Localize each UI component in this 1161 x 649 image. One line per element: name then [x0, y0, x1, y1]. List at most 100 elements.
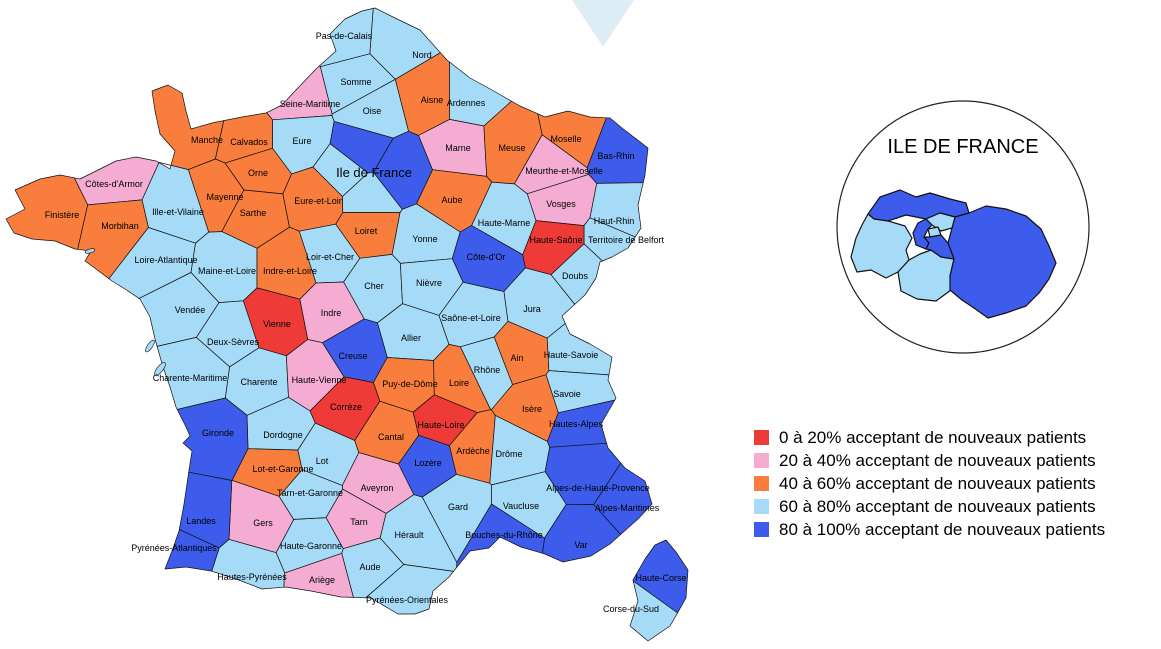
legend-item: 40 à 60% acceptant de nouveaux patients	[754, 472, 1105, 495]
watermark-triangle	[572, 0, 634, 47]
department-label-pas-de-calais: Pas-de-Calais	[316, 31, 373, 41]
department-label-moselle: Moselle	[550, 134, 581, 144]
department-label-cote-d-or: Côte-d'Or	[467, 252, 506, 262]
department-label-maine-et-loire: Maine-et-Loire	[198, 266, 256, 276]
department-label-doubs: Doubs	[562, 271, 589, 281]
legend: 0 à 20% acceptant de nouveaux patients 2…	[754, 426, 1105, 541]
department-label-aude: Aude	[359, 562, 380, 572]
department-label-alpes-maritimes: Alpes-Maritimes	[595, 503, 660, 513]
department-label-haute-savoie: Haute-Savoie	[544, 350, 599, 360]
department-moselle	[537, 110, 607, 169]
department-label-charente-maritime: Charente-Maritime	[153, 373, 228, 383]
legend-swatch-0-20	[754, 430, 769, 445]
department-label-loiret: Loiret	[355, 226, 378, 236]
inset-title: ILE DE FRANCE	[887, 136, 1038, 158]
department-label-isere: Isère	[522, 404, 542, 414]
legend-swatch-80-100	[754, 522, 769, 537]
department-label-ardeche: Ardèche	[456, 446, 490, 456]
department-label-yonne: Yonne	[412, 234, 437, 244]
department-label-alpes-de-haute-provence: Alpes-de-Haute-Provence	[546, 483, 650, 493]
department-label-aveyron: Aveyron	[361, 483, 394, 493]
inset-department-val-de-marne	[923, 234, 955, 260]
department-label-puy-de-dome: Puy-de-Dôme	[382, 379, 438, 389]
department-corse-du-sud	[629, 580, 678, 642]
department-label-haute-marne: Haute-Marne	[478, 218, 531, 228]
department-label-rhone: Rhône	[474, 365, 501, 375]
island	[154, 362, 166, 376]
department-alpes-maritimes	[593, 462, 653, 535]
department-label-ille-et-vilaine: Ille-et-Vilaine	[152, 207, 204, 217]
department-label-lot: Lot	[316, 456, 329, 466]
department-label-aube: Aube	[441, 195, 462, 205]
legend-item: 80 à 100% acceptant de nouveaux patients	[754, 518, 1105, 541]
department-label-loire: Loire	[449, 378, 469, 388]
department-label-cher: Cher	[364, 281, 384, 291]
department-label-ain: Ain	[510, 353, 523, 363]
department-territoire-de-belfort	[583, 217, 636, 262]
department-label-tarn: Tarn	[350, 517, 368, 527]
department-label-nord: Nord	[412, 50, 432, 60]
legend-swatch-20-40	[754, 453, 769, 468]
legend-label: 60 à 80% acceptant de nouveaux patients	[779, 496, 1096, 516]
department-label-haute-garonne: Haute-Garonne	[280, 541, 342, 551]
department-label-dordogne: Dordogne	[263, 430, 303, 440]
legend-label: 0 à 20% acceptant de nouveaux patients	[779, 427, 1087, 447]
department-morbihan	[77, 199, 149, 280]
department-label-ardennes: Ardennes	[447, 98, 486, 108]
ile-de-france-inset: ILE DE FRANCE	[836, 100, 1090, 354]
department-label-savoie: Savoie	[553, 389, 581, 399]
department-pyrenees-atlantiques	[164, 529, 220, 572]
island	[84, 248, 96, 254]
department-seine-et-marne	[373, 130, 433, 210]
legend-item: 0 à 20% acceptant de nouveaux patients	[754, 426, 1105, 449]
department-label-loire-atlantique: Loire-Atlantique	[134, 255, 197, 265]
department-label-correze: Corrèze	[330, 402, 362, 412]
department-label-creuse: Creuse	[338, 351, 367, 361]
department-haute-savoie	[546, 323, 613, 376]
department-label-allier: Allier	[401, 333, 421, 343]
department-bas-rhin	[586, 117, 649, 184]
department-label-territoire-de-belfort: Territoire de Belfort	[588, 235, 665, 245]
department-label-marne: Marne	[445, 143, 471, 153]
department-label-manche: Manche	[191, 135, 223, 145]
department-label-lozere: Lozère	[414, 458, 442, 468]
department-label-drome: Drôme	[495, 449, 522, 459]
department-seine-maritime	[266, 65, 333, 121]
department-label-deux-sevres: Deux-Sèvres	[207, 337, 260, 347]
department-label-vienne: Vienne	[263, 319, 291, 329]
department-label-pyrenees-orientales: Pyrénées-Orientales	[366, 595, 449, 605]
department-label-nievre: Nièvre	[416, 278, 442, 288]
department-vendee	[138, 272, 220, 347]
department-label-oise: Oise	[363, 106, 382, 116]
department-label-morbihan: Morbihan	[101, 221, 139, 231]
legend-item: 60 à 80% acceptant de nouveaux patients	[754, 495, 1105, 518]
department-label-saone-et-loire: Saône-et-Loire	[441, 313, 501, 323]
department-label-eure-et-loir: Eure-et-Loir	[294, 196, 342, 206]
department-label-haute-loire: Haute-Loire	[417, 420, 464, 430]
legend-label: 40 à 60% acceptant de nouveaux patients	[779, 473, 1096, 493]
department-label-sarthe: Sarthe	[240, 208, 267, 218]
department-label-haute-vienne: Haute-Vienne	[292, 375, 347, 385]
legend-swatch-60-80	[754, 499, 769, 514]
department-label-jura: Jura	[523, 304, 541, 314]
department-label-cantal: Cantal	[378, 432, 404, 442]
department-var	[542, 503, 621, 563]
department-savoie	[545, 370, 617, 414]
department-cells	[5, 7, 689, 642]
department-label-haute-saone: Haute-Saône	[529, 235, 582, 245]
department-label-bas-rhin: Bas-Rhin	[597, 151, 634, 161]
department-label-meuse: Meuse	[498, 143, 525, 153]
department-label-pyrenees-atlantiques: Pyrénées-Atlantiques	[131, 543, 217, 553]
department-label-somme: Somme	[340, 77, 371, 87]
department-label-calvados: Calvados	[230, 137, 268, 147]
department-label-gers: Gers	[253, 518, 273, 528]
department-label-vaucluse: Vaucluse	[503, 501, 539, 511]
department-label-haut-rhin: Haut-Rhin	[594, 216, 635, 226]
department-label-eure: Eure	[292, 136, 311, 146]
department-finistere	[5, 174, 89, 250]
ile-de-france-label: Ile de France	[336, 165, 412, 180]
department-label-indre-et-loire: Indre-et-Loire	[263, 266, 317, 276]
department-label-loir-et-cher: Loir-et-Cher	[306, 252, 354, 262]
department-labels: Nord Pas-de-Calais Somme Seine-Maritime Oise…	[45, 31, 687, 614]
